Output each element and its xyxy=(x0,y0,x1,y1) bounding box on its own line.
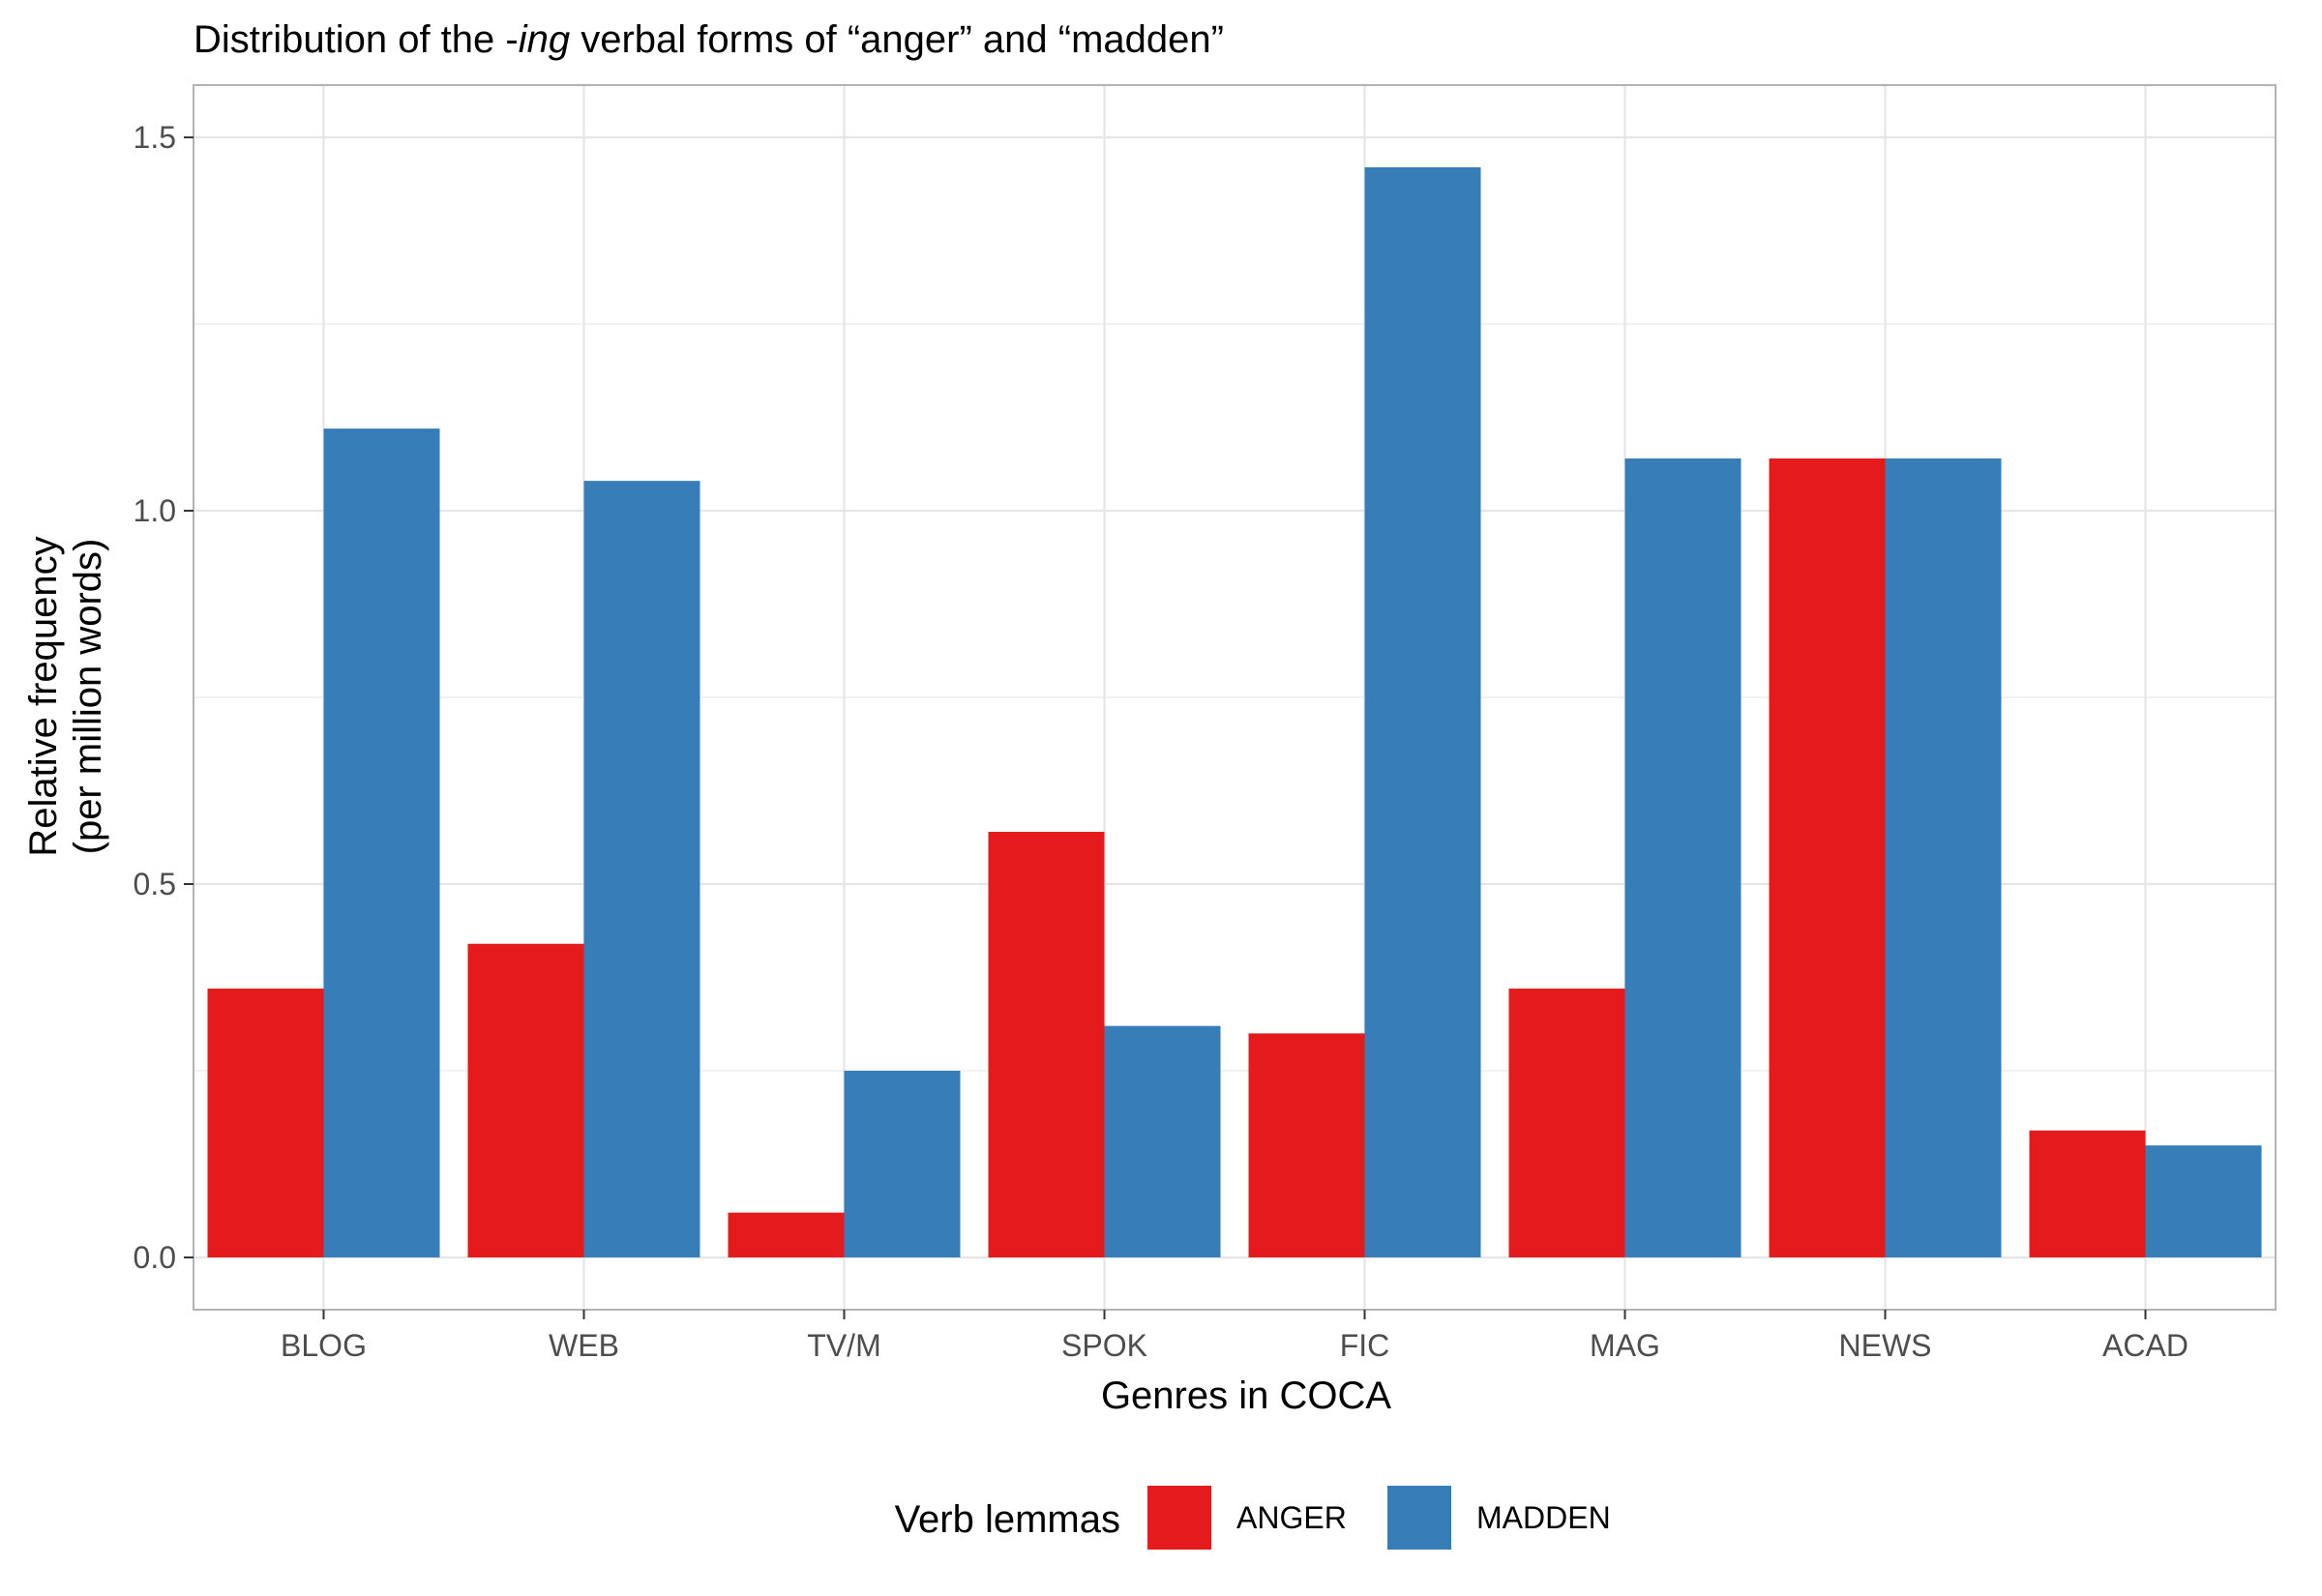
x-tick-label: ACAD xyxy=(2102,1328,2188,1363)
y-axis: 0.0 0.5 1.0 1.5 xyxy=(134,120,194,1275)
x-tick-label: FIC xyxy=(1340,1328,1390,1363)
x-tick-label: BLOG xyxy=(281,1328,367,1363)
plot-panel-border xyxy=(193,84,2277,1311)
bar-anger-news xyxy=(1769,458,1886,1257)
x-tick-label: SPOK xyxy=(1061,1328,1147,1363)
bar-madden-web xyxy=(583,481,700,1257)
y-tick-label: 1.0 xyxy=(134,493,176,528)
legend: Verb lemmas ANGER MADDEN xyxy=(895,1486,1611,1550)
x-tick-label: TV/M xyxy=(807,1328,880,1363)
bar-madden-fic xyxy=(1364,166,1481,1257)
bar-anger-web xyxy=(467,943,584,1257)
bar-madden-tvm xyxy=(844,1070,961,1257)
y-tick-label: 1.5 xyxy=(134,120,176,155)
bar-madden-spok xyxy=(1104,1025,1221,1257)
x-axis-title: Genres in COCA xyxy=(1101,1374,1391,1417)
legend-label-anger: ANGER xyxy=(1236,1500,1347,1535)
y-tick-label: 0.0 xyxy=(134,1240,176,1275)
x-axis: BLOG WEB TV/M SPOK FIC MAG NEWS ACAD xyxy=(281,1310,2188,1363)
bar-anger-fic xyxy=(1248,1033,1365,1257)
bars xyxy=(207,166,2262,1257)
y-axis-title-line-1: Relative frequency xyxy=(22,536,65,856)
bar-anger-mag xyxy=(1508,989,1625,1257)
y-axis-title: Relative frequency (per million words) xyxy=(22,536,109,856)
bar-anger-acad xyxy=(2029,1130,2146,1257)
legend-title: Verb lemmas xyxy=(895,1498,1120,1541)
x-tick-label: WEB xyxy=(549,1328,619,1363)
bar-anger-spok xyxy=(988,831,1105,1257)
bar-madden-acad xyxy=(2145,1145,2262,1257)
bar-anger-blog xyxy=(207,989,324,1257)
x-tick-label: MAG xyxy=(1590,1328,1660,1363)
bar-madden-blog xyxy=(323,429,440,1257)
legend-key-anger xyxy=(1147,1486,1211,1550)
legend-key-madden xyxy=(1387,1486,1451,1550)
bar-madden-news xyxy=(1885,458,2002,1257)
y-axis-title-line-2: (per million words) xyxy=(67,539,109,855)
chart-title: Distribution of the -ing verbal forms of… xyxy=(194,18,1224,61)
x-tick-label: NEWS xyxy=(1839,1328,1932,1363)
bar-anger-tvm xyxy=(728,1212,845,1257)
bar-madden-mag xyxy=(1624,458,1742,1257)
y-tick-label: 0.5 xyxy=(134,867,176,901)
legend-label-madden: MADDEN xyxy=(1476,1500,1611,1535)
